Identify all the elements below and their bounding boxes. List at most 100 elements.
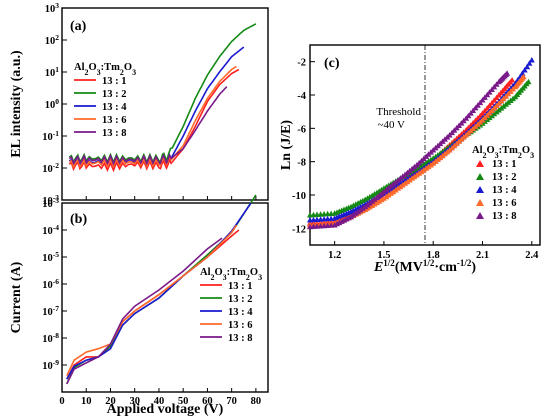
legend-title-part: O xyxy=(89,62,97,73)
data-point xyxy=(366,193,373,200)
x-tick-label: 50 xyxy=(178,396,189,407)
tick-base: 10 xyxy=(42,132,53,143)
legend-title-part: : xyxy=(101,62,105,73)
legend-marker xyxy=(476,160,484,167)
tick-base: 10 xyxy=(45,36,56,47)
data-point xyxy=(504,70,511,76)
x-tick-label: 1.2 xyxy=(328,250,341,261)
x-axis-label-c: E1/2(MV1/2·cm-1/2) xyxy=(373,258,476,275)
data-point xyxy=(359,205,366,211)
x-tick-label: 20 xyxy=(105,396,116,407)
data-point xyxy=(373,199,380,206)
legend-item: 13 : 4 xyxy=(102,102,127,113)
legend-item: 13 : 2 xyxy=(492,172,517,183)
legend-title-part: : xyxy=(227,267,231,278)
legend-title-part: 3 xyxy=(530,151,534,160)
y-tick-label: 10-7 xyxy=(42,304,59,319)
tick-exp: -3 xyxy=(53,196,59,205)
tick-exp: 2 xyxy=(55,33,59,42)
data-point xyxy=(416,170,423,176)
tick-exp: -5 xyxy=(53,250,59,259)
x-tick-label: 40 xyxy=(154,396,165,407)
y-axis-label-c: Ln (J/E) xyxy=(279,120,294,171)
legend-item: 13 : 6 xyxy=(102,115,127,126)
legend-item: 13 : 2 xyxy=(228,294,253,305)
y-tick-label: 10-9 xyxy=(42,358,59,373)
series-line-a xyxy=(68,65,237,169)
data-point xyxy=(528,57,535,63)
x-axis-label-part: (MV xyxy=(395,260,423,275)
legend-title-part: 2 xyxy=(518,151,522,160)
tick-exp: 1 xyxy=(55,65,59,74)
series-line-b xyxy=(66,237,223,385)
panel-label-c: (c) xyxy=(324,56,340,71)
x-axis-label-part: 1/2 xyxy=(423,258,435,268)
legend-title-part: Tm xyxy=(230,267,246,278)
tick-exp: -3 xyxy=(53,193,59,202)
y-tick-label: 102 xyxy=(45,33,60,48)
legend-title-c: Al2O3:Tm2O3 xyxy=(472,145,534,160)
plot-frame-b xyxy=(61,202,269,393)
data-point xyxy=(420,161,427,167)
x-axis-label-part: ·cm xyxy=(434,260,457,275)
legend-title-a: Al2O3:Tm2O3 xyxy=(74,62,136,77)
x-tick-label: 2.1 xyxy=(476,250,489,261)
threshold-label: Threshold xyxy=(376,106,421,118)
y-tick-label: -4 xyxy=(297,91,306,102)
x-tick-label: 60 xyxy=(202,396,213,407)
data-point xyxy=(371,191,378,197)
y-tick-label: 10-1 xyxy=(42,129,59,144)
legend-title-part: Tm xyxy=(104,62,120,73)
data-point xyxy=(380,195,387,201)
tick-exp: -8 xyxy=(53,331,59,340)
tick-exp: -9 xyxy=(53,358,59,367)
legend-title-part: Al xyxy=(74,62,85,73)
data-point xyxy=(509,77,516,83)
data-point xyxy=(413,165,420,171)
legend-item: 13 : 1 xyxy=(228,281,253,292)
series-line-b xyxy=(66,224,238,377)
tick-base: 10 xyxy=(42,307,53,318)
data-point xyxy=(373,189,380,196)
x-axis-label-part: E xyxy=(373,260,383,275)
tick-base: 10 xyxy=(42,199,53,210)
legend-title-part: O xyxy=(124,62,132,73)
data-point xyxy=(521,67,528,73)
data-point xyxy=(364,195,371,201)
y-tick-label: 10-2 xyxy=(42,161,59,176)
y-tick-label: 10-8 xyxy=(42,331,59,346)
y-axis-label-b: Current (A) xyxy=(9,261,24,333)
x-axis-label-b: Applied voltage (V) xyxy=(107,402,224,417)
legend-title-part: O xyxy=(522,145,530,156)
y-tick-label: -8 xyxy=(297,158,306,169)
legend-item: 13 : 6 xyxy=(228,320,253,331)
x-axis-label-part: 1/2 xyxy=(383,258,395,268)
legend-title-part: : xyxy=(499,145,503,156)
tick-base: 10 xyxy=(45,68,56,79)
y-tick-label: 103 xyxy=(45,1,60,16)
series-line-a xyxy=(68,68,240,173)
x-tick-label: 2.4 xyxy=(525,250,539,261)
threshold-value: ~40 V xyxy=(378,119,406,131)
x-tick-label: 10 xyxy=(81,396,92,407)
y-tick-label: 10-3 xyxy=(42,193,59,208)
tick-exp: -2 xyxy=(53,161,59,170)
y-tick-label: 10-4 xyxy=(42,223,59,238)
legend-title-part: Al xyxy=(200,267,211,278)
legend-title-part: 3 xyxy=(495,151,499,160)
y-tick-label: -12 xyxy=(292,224,306,235)
legend-item: 13 : 8 xyxy=(228,333,253,344)
legend-item: 13 : 1 xyxy=(102,76,127,87)
data-point xyxy=(520,73,527,80)
legend-title-part: O xyxy=(487,145,495,156)
tick-base: 10 xyxy=(42,196,53,207)
tick-base: 10 xyxy=(42,164,53,175)
data-point xyxy=(525,78,532,85)
data-point xyxy=(371,201,378,207)
legend-item: 13 : 8 xyxy=(102,128,127,139)
x-axis-label-part: ) xyxy=(471,260,476,275)
tick-base: 10 xyxy=(45,4,56,15)
legend-title-part: 3 xyxy=(223,273,227,282)
data-point xyxy=(395,185,401,191)
